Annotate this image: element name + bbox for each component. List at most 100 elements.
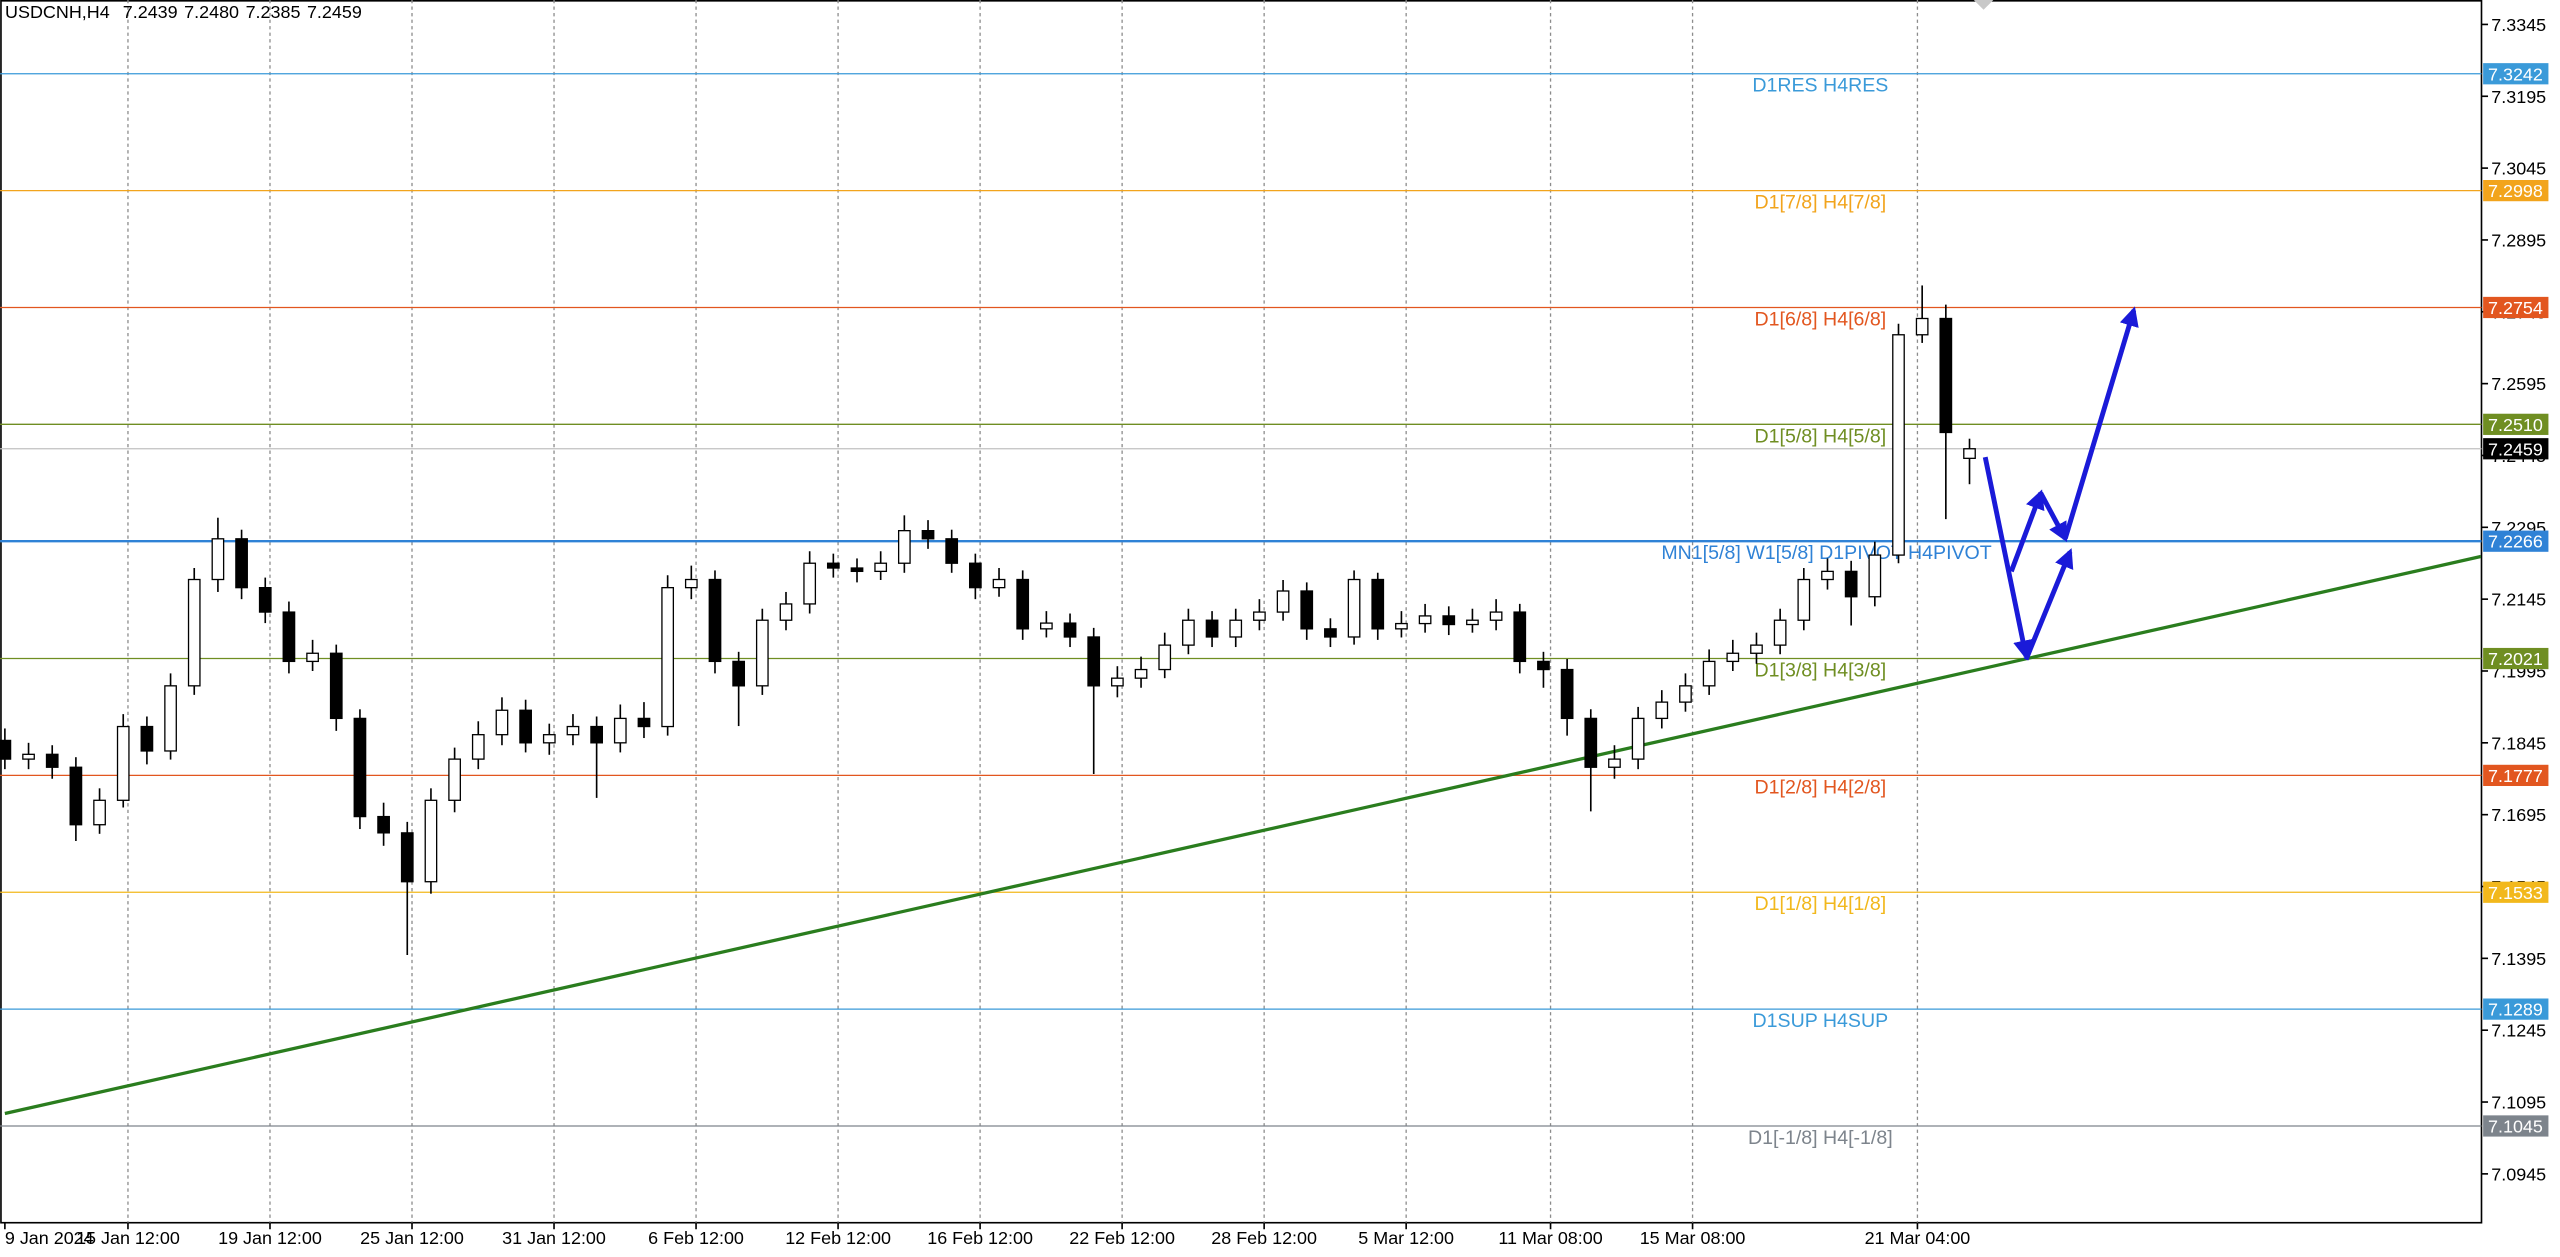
y-tick-label: 7.2895 [2491, 230, 2546, 250]
current-price-tag [2483, 438, 2549, 460]
candle-body [613, 717, 627, 744]
candle-body [1087, 636, 1101, 687]
price-tag-label: 7.1289 [2488, 1000, 2543, 1020]
candle-body [1844, 570, 1858, 598]
y-tick-label: 7.1095 [2491, 1093, 2546, 1113]
x-tick-label: 15 Mar 08:00 [1640, 1228, 1746, 1248]
candle-body [542, 734, 556, 744]
candle-body [1797, 578, 1811, 621]
level-label: D1[7/8] H4[7/8] [1755, 192, 1887, 214]
x-tick-label: 11 Mar 08:00 [1498, 1228, 1602, 1248]
x-tick-label: 31 Jan 12:00 [502, 1228, 606, 1248]
candle-body [1229, 619, 1243, 638]
y-tick-label: 7.1845 [2491, 733, 2546, 753]
candle-body [826, 562, 840, 569]
candle-body [1324, 628, 1337, 638]
y-tick-label: 7.2145 [2491, 590, 2546, 610]
candle-body [590, 725, 604, 744]
level-label: D1RES H4RES [1752, 75, 1888, 97]
y-tick-label: 7.3195 [2491, 87, 2546, 107]
candle-body [45, 753, 59, 768]
candle-body [874, 562, 888, 573]
candle-body [93, 799, 106, 826]
candle-body [897, 530, 911, 564]
candle-body [187, 578, 201, 687]
x-tick-label: 15 Jan 12:00 [76, 1228, 180, 1248]
price-tag [2483, 764, 2549, 787]
candle-body [353, 717, 367, 818]
candle-body [1300, 590, 1314, 630]
y-tick-label: 7.3045 [2491, 159, 2546, 179]
candle-body [1892, 334, 1905, 556]
price-tag [2483, 413, 2549, 435]
candle-body [637, 717, 651, 728]
candle-body [1371, 578, 1385, 630]
candle-body [1395, 622, 1408, 630]
candle-body [1915, 317, 1929, 336]
scroll-marker [1973, 0, 1994, 10]
candle-body [1016, 578, 1030, 630]
candle-body [803, 562, 817, 605]
candle-body [992, 578, 1006, 589]
x-tick-label: 21 Mar 04:00 [1865, 1228, 1971, 1248]
level-label: D1[3/8] H4[3/8] [1755, 659, 1887, 681]
y-tick-label: 7.1245 [2491, 1021, 2546, 1041]
y-tick-label: 7.0945 [2491, 1164, 2546, 1184]
candle-body [1939, 317, 1953, 434]
header-close: 7.2459 [307, 2, 362, 22]
candle-body [1205, 619, 1219, 638]
symbol: USDCNH,H4 [5, 2, 110, 22]
candle-body [661, 586, 675, 728]
candle-body [306, 652, 319, 663]
candle-body [400, 832, 414, 883]
candle-body [850, 567, 864, 573]
header-open: 7.2439 [123, 2, 178, 22]
candle-body [1466, 619, 1479, 626]
candle-body [1253, 611, 1266, 621]
price-tag [2483, 180, 2549, 202]
x-tick-label: 12 Feb 12:00 [785, 1228, 891, 1248]
header-low: 7.2385 [246, 2, 301, 22]
candle-body [1702, 660, 1716, 687]
candle-body [1347, 578, 1361, 638]
candle-body [1040, 622, 1053, 630]
price-tag-label: 7.1533 [2488, 883, 2543, 903]
price-tag [2483, 1115, 2549, 1137]
price-tag-label: 7.2754 [2488, 298, 2543, 318]
price-tag-label: 7.1045 [2488, 1117, 2543, 1137]
level-label: D1[2/8] H4[2/8] [1755, 776, 1887, 798]
price-tag [2483, 881, 2549, 903]
level-label: D1[-1/8] H4[-1/8] [1748, 1127, 1893, 1149]
candle-body [1537, 660, 1550, 671]
x-tick-label: 28 Feb 12:00 [1211, 1228, 1317, 1248]
grid [127, 0, 1919, 1223]
arrow [2023, 548, 2074, 661]
x-tick-label: 5 Mar 12:00 [1358, 1228, 1454, 1248]
price-tag [2483, 530, 2549, 552]
candle-body [968, 562, 982, 589]
candle-body [779, 603, 793, 621]
current-price-label: 7.2459 [2488, 439, 2543, 459]
candle-body [448, 758, 461, 801]
candle-body [377, 815, 390, 834]
candle-body [1726, 652, 1740, 663]
price-tag-label: 7.2266 [2488, 532, 2543, 552]
candle-body [235, 538, 248, 589]
candle-body [69, 766, 83, 826]
chart-header: USDCNH,H4 7.2439 7.2480 7.2385 7.2459 [5, 2, 362, 22]
candle-body [1821, 570, 1834, 581]
candles [0, 285, 1976, 955]
candle-body [755, 619, 769, 687]
candle-body [945, 538, 959, 564]
candle-body [1182, 619, 1195, 646]
candle-body [1276, 590, 1290, 613]
candle-body [1134, 668, 1148, 679]
y-tick-label: 7.1695 [2491, 805, 2546, 825]
candle-body [732, 660, 746, 687]
trendline [4, 554, 2482, 1116]
candle-body [519, 709, 532, 744]
candle-body [258, 586, 272, 613]
level-label: MN1[5/8] W1[5/8] D1PIVOT H4PIVOT [1661, 542, 1991, 564]
